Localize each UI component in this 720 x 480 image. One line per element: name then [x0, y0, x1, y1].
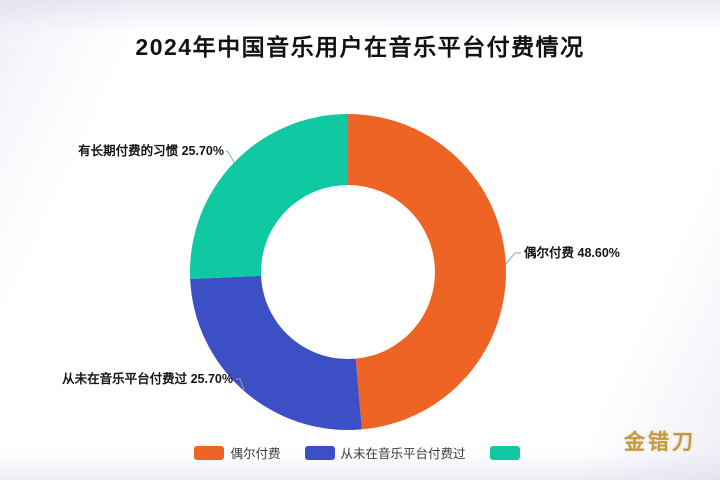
legend-swatch-blue	[304, 445, 335, 460]
callout-percent: 25.70%	[190, 372, 233, 386]
legend-label: 从未在音乐平台付费过	[340, 447, 466, 461]
callout-percent: 25.70%	[181, 144, 224, 158]
label-line-1	[505, 252, 521, 265]
legend-label: 偶尔付费	[230, 447, 281, 461]
legend-item-never-paid[interactable]: 从未在音乐平台付费过	[304, 443, 466, 462]
label-line-3	[225, 150, 235, 163]
label-line-2	[236, 378, 245, 391]
callout-percent: 48.60%	[577, 246, 620, 260]
legend-swatch-teal	[489, 445, 520, 460]
legend-item-longterm-pay[interactable]	[489, 445, 526, 460]
callout-never-paid: 从未在音乐平台付费过 25.70%	[62, 371, 233, 387]
watermark: 金错刀	[624, 431, 696, 454]
pie-slice-3[interactable]	[189, 113, 348, 279]
legend: 偶尔付费 从未在音乐平台付费过	[0, 443, 720, 462]
callout-occasional-pay: 偶尔付费 48.60%	[524, 245, 620, 261]
pie-slice-1[interactable]	[348, 114, 507, 430]
callout-name: 从未在音乐平台付费过	[62, 372, 188, 386]
legend-item-occasional-pay[interactable]: 偶尔付费	[194, 443, 281, 462]
callout-name: 有长期付费的习惯	[78, 144, 179, 158]
chart-title: 2024年中国音乐用户在音乐平台付费情况	[135, 34, 585, 60]
pie-slice-2[interactable]	[190, 275, 362, 431]
callout-longterm-pay: 有长期付费的习惯 25.70%	[78, 143, 224, 159]
legend-swatch-orange	[194, 445, 225, 460]
callout-name: 偶尔付费	[524, 246, 575, 260]
